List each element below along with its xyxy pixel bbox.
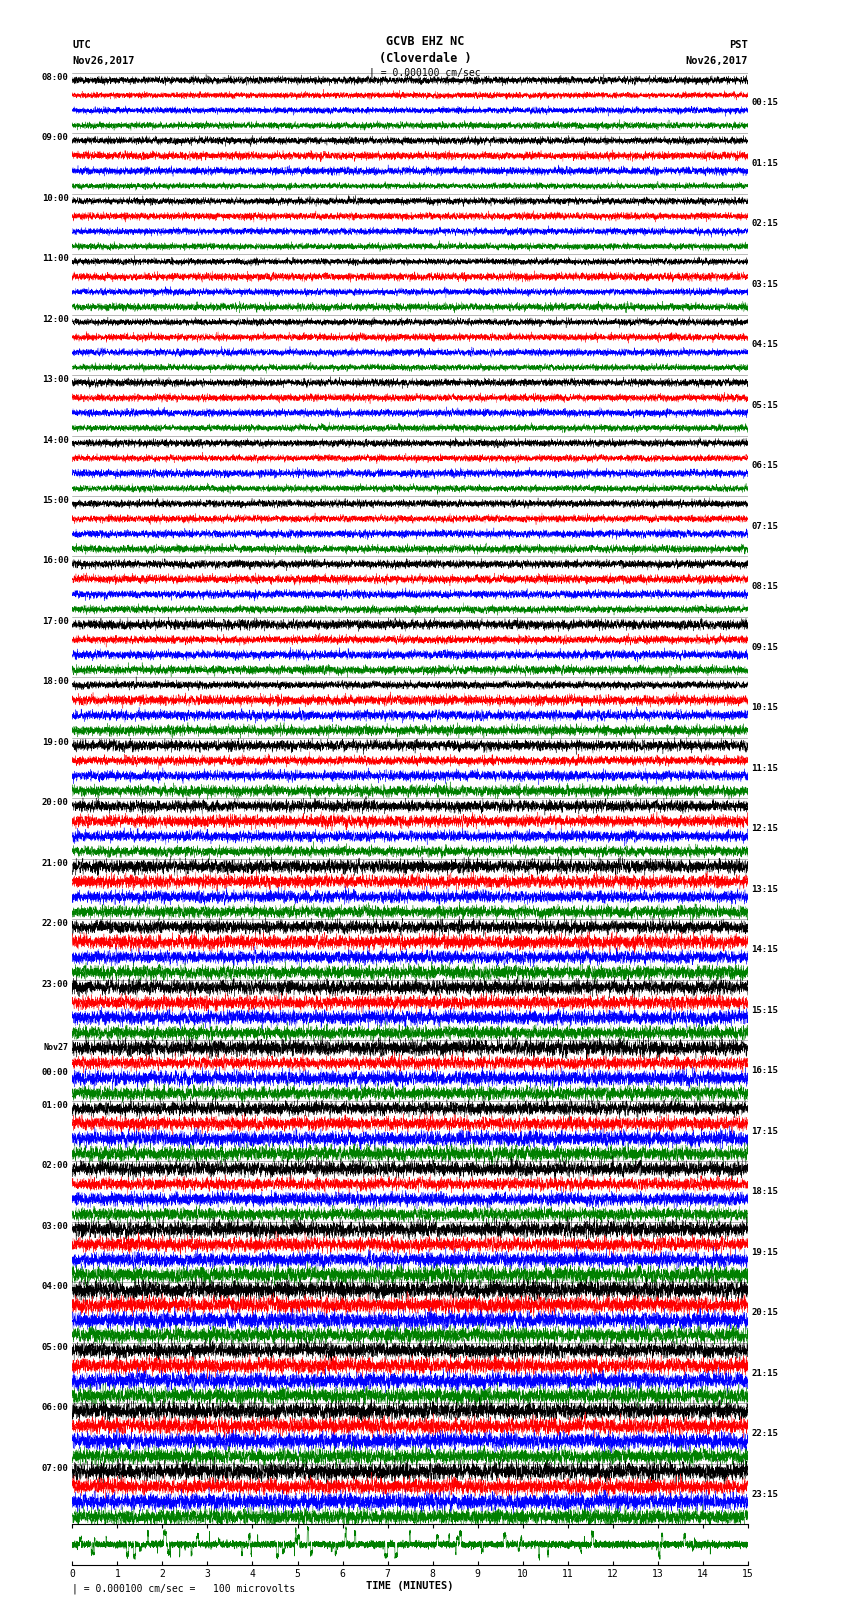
- Text: 20:00: 20:00: [42, 798, 69, 808]
- Text: 22:00: 22:00: [42, 919, 69, 929]
- Text: 20:15: 20:15: [751, 1308, 779, 1318]
- Text: 08:00: 08:00: [42, 73, 69, 82]
- Text: 13:00: 13:00: [42, 376, 69, 384]
- Text: 21:15: 21:15: [751, 1368, 779, 1378]
- Text: 22:15: 22:15: [751, 1429, 779, 1439]
- Text: 19:00: 19:00: [42, 737, 69, 747]
- Text: 16:15: 16:15: [751, 1066, 779, 1076]
- Text: 12:00: 12:00: [42, 315, 69, 324]
- Text: 14:15: 14:15: [751, 945, 779, 955]
- Text: Nov26,2017: Nov26,2017: [685, 56, 748, 66]
- Text: 04:15: 04:15: [751, 340, 779, 350]
- Text: 03:15: 03:15: [751, 279, 779, 289]
- Text: 12:15: 12:15: [751, 824, 779, 834]
- Text: 00:00: 00:00: [42, 1068, 69, 1076]
- Text: | = 0.000100 cm/sec =   100 microvolts: | = 0.000100 cm/sec = 100 microvolts: [72, 1582, 296, 1594]
- Text: 18:00: 18:00: [42, 677, 69, 687]
- Text: 23:15: 23:15: [751, 1489, 779, 1498]
- Text: Nov26,2017: Nov26,2017: [72, 56, 135, 66]
- Text: 08:15: 08:15: [751, 582, 779, 592]
- Text: 06:15: 06:15: [751, 461, 779, 471]
- Text: 18:15: 18:15: [751, 1187, 779, 1197]
- Text: 17:15: 17:15: [751, 1126, 779, 1136]
- Text: 19:15: 19:15: [751, 1247, 779, 1257]
- Text: 15:15: 15:15: [751, 1005, 779, 1015]
- Text: Nov27: Nov27: [44, 1044, 69, 1052]
- Text: 11:00: 11:00: [42, 255, 69, 263]
- Text: PST: PST: [729, 40, 748, 50]
- Text: 05:15: 05:15: [751, 400, 779, 410]
- Text: 07:00: 07:00: [42, 1465, 69, 1473]
- Text: (Cloverdale ): (Cloverdale ): [379, 52, 471, 65]
- Text: 16:00: 16:00: [42, 556, 69, 566]
- Text: 09:15: 09:15: [751, 642, 779, 652]
- Text: 21:00: 21:00: [42, 858, 69, 868]
- Text: 10:15: 10:15: [751, 703, 779, 713]
- X-axis label: TIME (MINUTES): TIME (MINUTES): [366, 1581, 454, 1590]
- Text: 09:00: 09:00: [42, 134, 69, 142]
- Text: 00:15: 00:15: [751, 98, 779, 108]
- Text: 23:00: 23:00: [42, 979, 69, 989]
- Text: 02:00: 02:00: [42, 1161, 69, 1171]
- Text: 13:15: 13:15: [751, 884, 779, 894]
- Text: 07:15: 07:15: [751, 521, 779, 531]
- Text: 06:00: 06:00: [42, 1403, 69, 1413]
- Text: 17:00: 17:00: [42, 618, 69, 626]
- Text: 10:00: 10:00: [42, 194, 69, 203]
- Text: 11:15: 11:15: [751, 763, 779, 773]
- Text: GCVB EHZ NC: GCVB EHZ NC: [386, 35, 464, 48]
- Text: 15:00: 15:00: [42, 497, 69, 505]
- Text: 02:15: 02:15: [751, 219, 779, 229]
- Text: 14:00: 14:00: [42, 436, 69, 445]
- Text: | = 0.000100 cm/sec: | = 0.000100 cm/sec: [369, 68, 481, 79]
- Text: 05:00: 05:00: [42, 1342, 69, 1352]
- Text: UTC: UTC: [72, 40, 91, 50]
- Text: 01:00: 01:00: [42, 1100, 69, 1110]
- Text: 01:15: 01:15: [751, 158, 779, 168]
- Text: 04:00: 04:00: [42, 1282, 69, 1292]
- Text: 03:00: 03:00: [42, 1223, 69, 1231]
